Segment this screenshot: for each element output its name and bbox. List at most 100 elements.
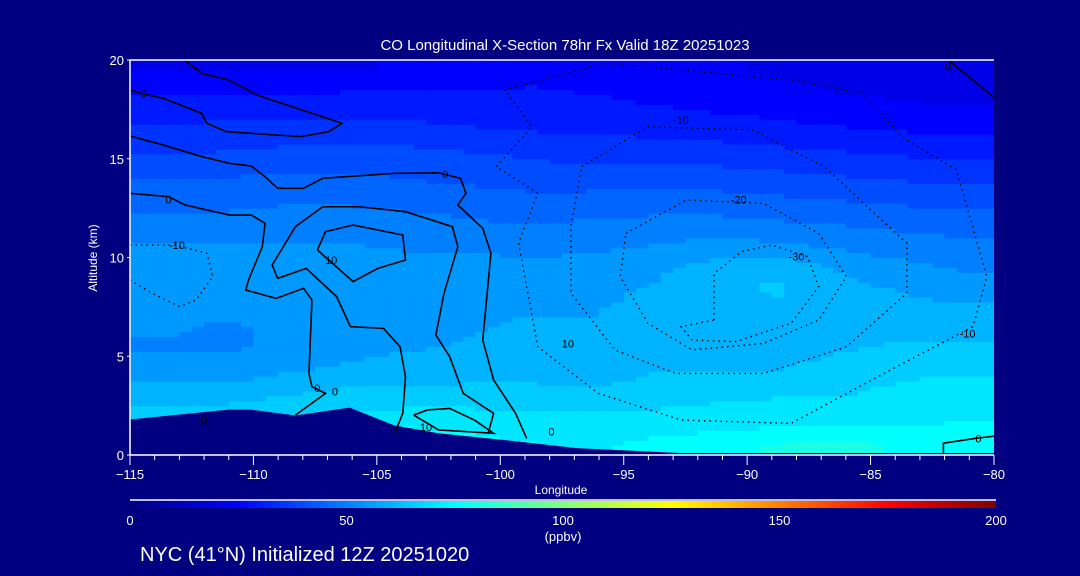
heatmap-cell [253, 282, 267, 288]
heatmap-cell [339, 114, 353, 120]
heatmap-cell [549, 371, 563, 377]
heatmap-cell [278, 297, 292, 303]
heatmap-cell [413, 272, 427, 278]
heatmap-cell [759, 242, 773, 249]
heatmap-cell [413, 252, 427, 259]
heatmap-cell [833, 326, 847, 333]
heatmap-cell [586, 425, 600, 431]
heatmap-cell [278, 287, 292, 293]
heatmap-cell [426, 247, 440, 254]
heatmap-cell [500, 282, 514, 288]
heatmap-cell [722, 129, 736, 135]
heatmap-cell [907, 301, 921, 308]
heatmap-cell [636, 232, 649, 239]
heatmap-cell [845, 321, 859, 328]
heatmap-cell [167, 143, 180, 150]
heatmap-cell [623, 316, 637, 323]
heatmap-cell [685, 173, 699, 180]
heatmap-cell [907, 380, 921, 387]
heatmap-cell [302, 336, 316, 343]
heatmap-cell [352, 227, 366, 234]
heatmap-cell [882, 119, 896, 125]
heatmap-cell [821, 297, 835, 303]
heatmap-cell [290, 405, 304, 412]
heatmap-cell [759, 257, 773, 264]
heatmap-cell [685, 385, 699, 392]
heatmap-cell [401, 371, 415, 377]
heatmap-cell [253, 336, 267, 343]
heatmap-cell [413, 385, 427, 392]
heatmap-cell [808, 242, 822, 249]
heatmap-cell [771, 267, 785, 273]
heatmap-cell [734, 292, 748, 298]
heatmap-cell [204, 148, 217, 155]
heatmap-cell [339, 143, 353, 150]
heatmap-cell [401, 287, 415, 293]
heatmap-cell [932, 366, 946, 372]
heatmap-cell [673, 198, 687, 204]
heatmap-cell [574, 435, 588, 441]
heatmap-cell [919, 227, 933, 234]
heatmap-cell [364, 306, 378, 313]
heatmap-cell [919, 139, 933, 145]
heatmap-cell [845, 366, 859, 372]
heatmap-cell [870, 188, 884, 194]
heatmap-cell [142, 208, 156, 214]
heatmap-cell [660, 277, 674, 283]
heatmap-cell [771, 445, 785, 451]
heatmap-cell [734, 262, 748, 268]
heatmap-cell [290, 183, 304, 189]
heatmap-cell [216, 114, 230, 120]
heatmap-cell [130, 143, 143, 150]
heatmap-cell [858, 193, 872, 199]
heatmap-cell [265, 361, 279, 367]
heatmap-cell [364, 247, 378, 254]
heatmap-cell [537, 440, 551, 446]
heatmap-cell [315, 395, 329, 402]
heatmap-cell [524, 361, 538, 367]
heatmap-cell [401, 173, 415, 180]
heatmap-cell [919, 301, 933, 308]
heatmap-cell [549, 222, 563, 229]
heatmap-cell [253, 139, 267, 145]
heatmap-cell [747, 440, 761, 446]
heatmap-cell [438, 257, 452, 264]
heatmap-cell [179, 143, 193, 150]
heatmap-cell [142, 346, 156, 352]
heatmap-cell [216, 232, 230, 239]
heatmap-cell [599, 376, 612, 382]
heatmap-cell [204, 405, 217, 412]
heatmap-cell [339, 163, 353, 170]
heatmap-cell [549, 232, 563, 239]
heatmap-cell [228, 366, 242, 372]
heatmap-cell [747, 371, 761, 377]
heatmap-cell [389, 158, 403, 165]
heatmap-cell [339, 277, 353, 283]
heatmap-cell [796, 445, 810, 451]
heatmap-cell [722, 366, 736, 372]
heatmap-cell [895, 282, 909, 288]
heatmap-cell [882, 242, 896, 249]
heatmap-cell [956, 158, 970, 165]
heatmap-cell [253, 331, 267, 338]
heatmap-cell [796, 193, 810, 199]
heatmap-cell [599, 272, 612, 278]
heatmap-cell [821, 213, 835, 219]
heatmap-cell [376, 139, 390, 145]
heatmap-cell [327, 139, 341, 145]
heatmap-cell [944, 109, 958, 115]
heatmap-cell [648, 405, 662, 412]
heatmap-cell [562, 277, 575, 283]
heatmap-cell [364, 218, 378, 224]
heatmap-cell [339, 326, 353, 333]
heatmap-cell [697, 316, 711, 323]
heatmap-cell [722, 232, 736, 239]
heatmap-cell [438, 168, 452, 175]
heatmap-cell [376, 109, 390, 115]
heatmap-cell [241, 203, 255, 209]
heatmap-cell [771, 119, 785, 125]
heatmap-cell [450, 158, 464, 165]
heatmap-cell [673, 277, 687, 283]
heatmap-cell [179, 232, 193, 239]
heatmap-cell [858, 173, 872, 180]
